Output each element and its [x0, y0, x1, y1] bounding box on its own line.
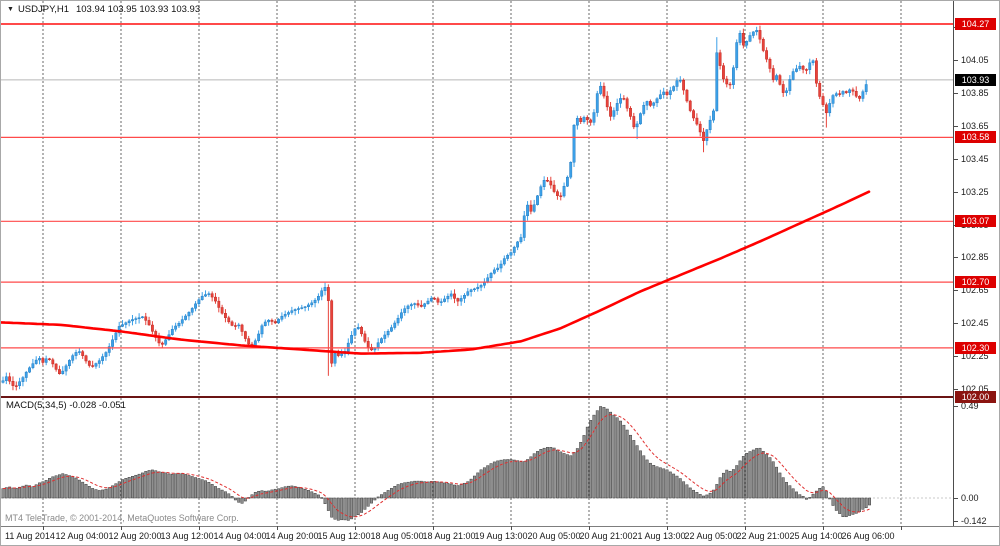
price-tick-mark	[954, 388, 958, 390]
time-tick-mark	[589, 526, 590, 530]
price-tick-mark	[954, 290, 958, 292]
time-axis-label: 12 Aug 20:00	[108, 531, 162, 541]
time-axis[interactable]: 11 Aug 2014 12 Aug 04:00 12 Aug 20:00 13 Au…	[1, 526, 999, 545]
price-tick-mark	[954, 191, 958, 193]
price-tick-label: 102.45	[961, 318, 989, 329]
collapse-indicator-icon[interactable]: ▼	[7, 6, 14, 13]
price-tick-mark	[954, 257, 958, 259]
price-tick-mark	[954, 125, 958, 127]
time-axis-label: 25 Aug 14:00	[789, 531, 843, 541]
time-axis-label: 19 Aug 13:00	[474, 531, 528, 541]
macd-indicator-label: MACD(5,34,5) -0.028 -0.051	[6, 400, 126, 411]
time-axis-label: 14 Aug 04:00	[213, 531, 267, 541]
macd-indicator-chart[interactable]	[1, 398, 954, 525]
price-badge-103.58: 103.58	[955, 131, 996, 144]
time-axis-label: 26 Aug 06:00	[841, 531, 895, 541]
chart-title: ▼ USDJPY,H1 103.94 103.95 103.93 103.93	[7, 4, 200, 15]
candles-group	[1, 25, 868, 391]
price-axis[interactable]: 104.25104.05103.85103.65103.45103.25103.…	[954, 1, 999, 526]
price-tick-label: 102.65	[961, 285, 989, 296]
time-tick-mark	[355, 526, 356, 530]
price-tick-mark	[954, 521, 958, 522]
price-tick-label: 103.65	[961, 120, 989, 131]
price-tick-mark	[954, 406, 958, 407]
time-axis-label: 20 Aug 05:00	[527, 531, 581, 541]
time-axis-label: 21 Aug 13:00	[632, 531, 686, 541]
price-axis-border	[953, 1, 954, 526]
price-tick-label: 103.85	[961, 88, 989, 98]
time-axis-label: 12 Aug 04:00	[55, 531, 109, 541]
time-axis-label: 14 Aug 20:00	[265, 531, 319, 541]
price-tick-mark	[954, 60, 958, 62]
time-axis-label: 22 Aug 05:00	[684, 531, 738, 541]
time-axis-label: 20 Aug 21:00	[579, 531, 633, 541]
macd-signal-line	[2, 414, 870, 518]
price-tick-label: 0.49	[961, 401, 979, 411]
price-tick-label: 102.25	[961, 351, 989, 362]
price-tick-mark	[954, 498, 958, 499]
time-tick-mark	[511, 526, 512, 530]
symbol-timeframe-label: USDJPY,H1	[17, 4, 69, 15]
panel-separator-line[interactable]	[1, 396, 999, 398]
time-axis-label: 18 Aug 05:00	[370, 531, 424, 541]
price-tick-label: 104.05	[961, 55, 989, 66]
time-axis-label: 22 Aug 21:00	[736, 531, 790, 541]
time-tick-mark	[901, 526, 902, 530]
price-badge-102.30: 102.30	[955, 341, 996, 354]
time-tick-mark	[823, 526, 824, 530]
time-tick-mark	[277, 526, 278, 530]
price-tick-label: 103.25	[961, 186, 989, 197]
price-tick-label: 103.45	[961, 153, 989, 164]
price-badge-103.93: 103.93	[955, 73, 996, 86]
price-badge-104.27: 104.27	[955, 18, 996, 30]
time-axis-label: 15 Aug 12:00	[317, 531, 371, 541]
price-tick-label: 0.00	[961, 493, 979, 503]
time-tick-mark	[745, 526, 746, 530]
price-tick-mark	[954, 158, 958, 160]
copyright-label: MT4 TeleTrade, © 2001-2014, MetaQuotes S…	[5, 513, 239, 523]
price-tick-mark	[954, 323, 958, 325]
price-tick-label: -0.142	[961, 516, 987, 526]
time-axis-label: 13 Aug 12:00	[160, 531, 214, 541]
time-tick-mark	[199, 526, 200, 530]
time-axis-label: 18 Aug 21:00	[422, 531, 476, 541]
ohlc-quote-label: 103.94 103.95 103.93 103.93	[75, 4, 201, 15]
main-price-chart[interactable]	[1, 1, 954, 396]
time-tick-mark	[667, 526, 668, 530]
price-tick-label: 102.05	[961, 383, 989, 394]
price-tick-mark	[954, 356, 958, 358]
price-badge-102.00: 102.00	[955, 391, 996, 404]
price-tick-mark	[954, 93, 958, 94]
macd-histogram	[1, 406, 871, 521]
price-badge-102.70: 102.70	[955, 276, 996, 289]
price-badge-103.07: 103.07	[955, 215, 996, 228]
time-tick-mark	[433, 526, 434, 530]
time-tick-mark	[43, 526, 44, 530]
price-tick-label: 102.85	[961, 252, 989, 263]
time-axis-label: 11 Aug 2014	[5, 531, 55, 541]
moving-average-line	[1, 190, 871, 355]
time-tick-mark	[121, 526, 122, 530]
